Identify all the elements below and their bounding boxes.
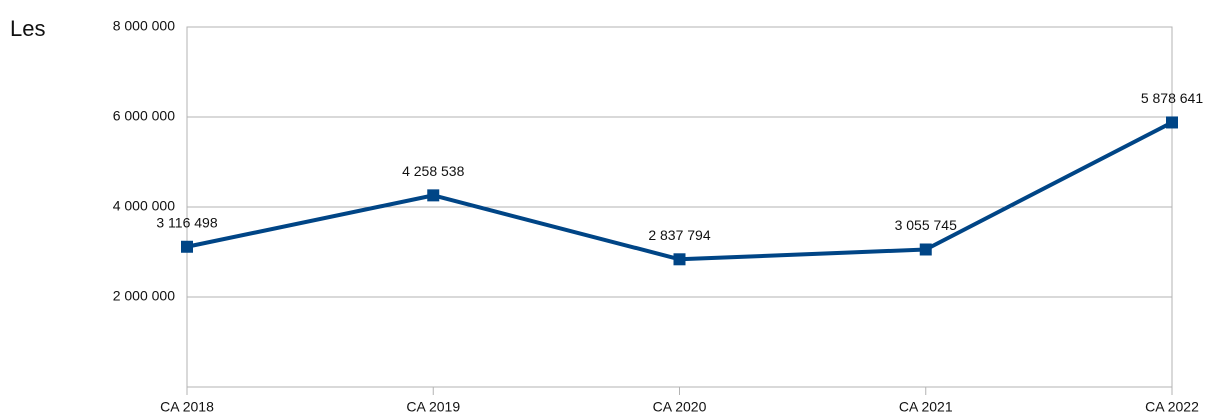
data-label: 2 837 794 [648,227,710,243]
data-label: 3 055 745 [895,217,957,233]
data-label: 4 258 538 [402,163,464,179]
y-tick-label: 2 000 000 [113,288,175,304]
y-tick-label: 6 000 000 [113,108,175,124]
x-tick-label: CA 2021 [899,399,953,415]
x-tick-label: CA 2020 [653,399,707,415]
marker [1166,116,1178,129]
data-label: 5 878 641 [1141,90,1203,106]
marker [181,240,193,253]
x-tick-label: CA 2018 [160,399,214,415]
data-label: 3 116 498 [156,214,217,230]
y-tick-label: 8 000 000 [113,18,175,34]
x-tick-label: CA 2019 [406,399,460,415]
marker [673,253,686,266]
marker [919,243,932,256]
y-tick-label: 4 000 000 [113,198,175,214]
annotation: Les [10,16,45,41]
marker [427,189,440,202]
x-tick-label: CA 2022 [1145,399,1199,415]
